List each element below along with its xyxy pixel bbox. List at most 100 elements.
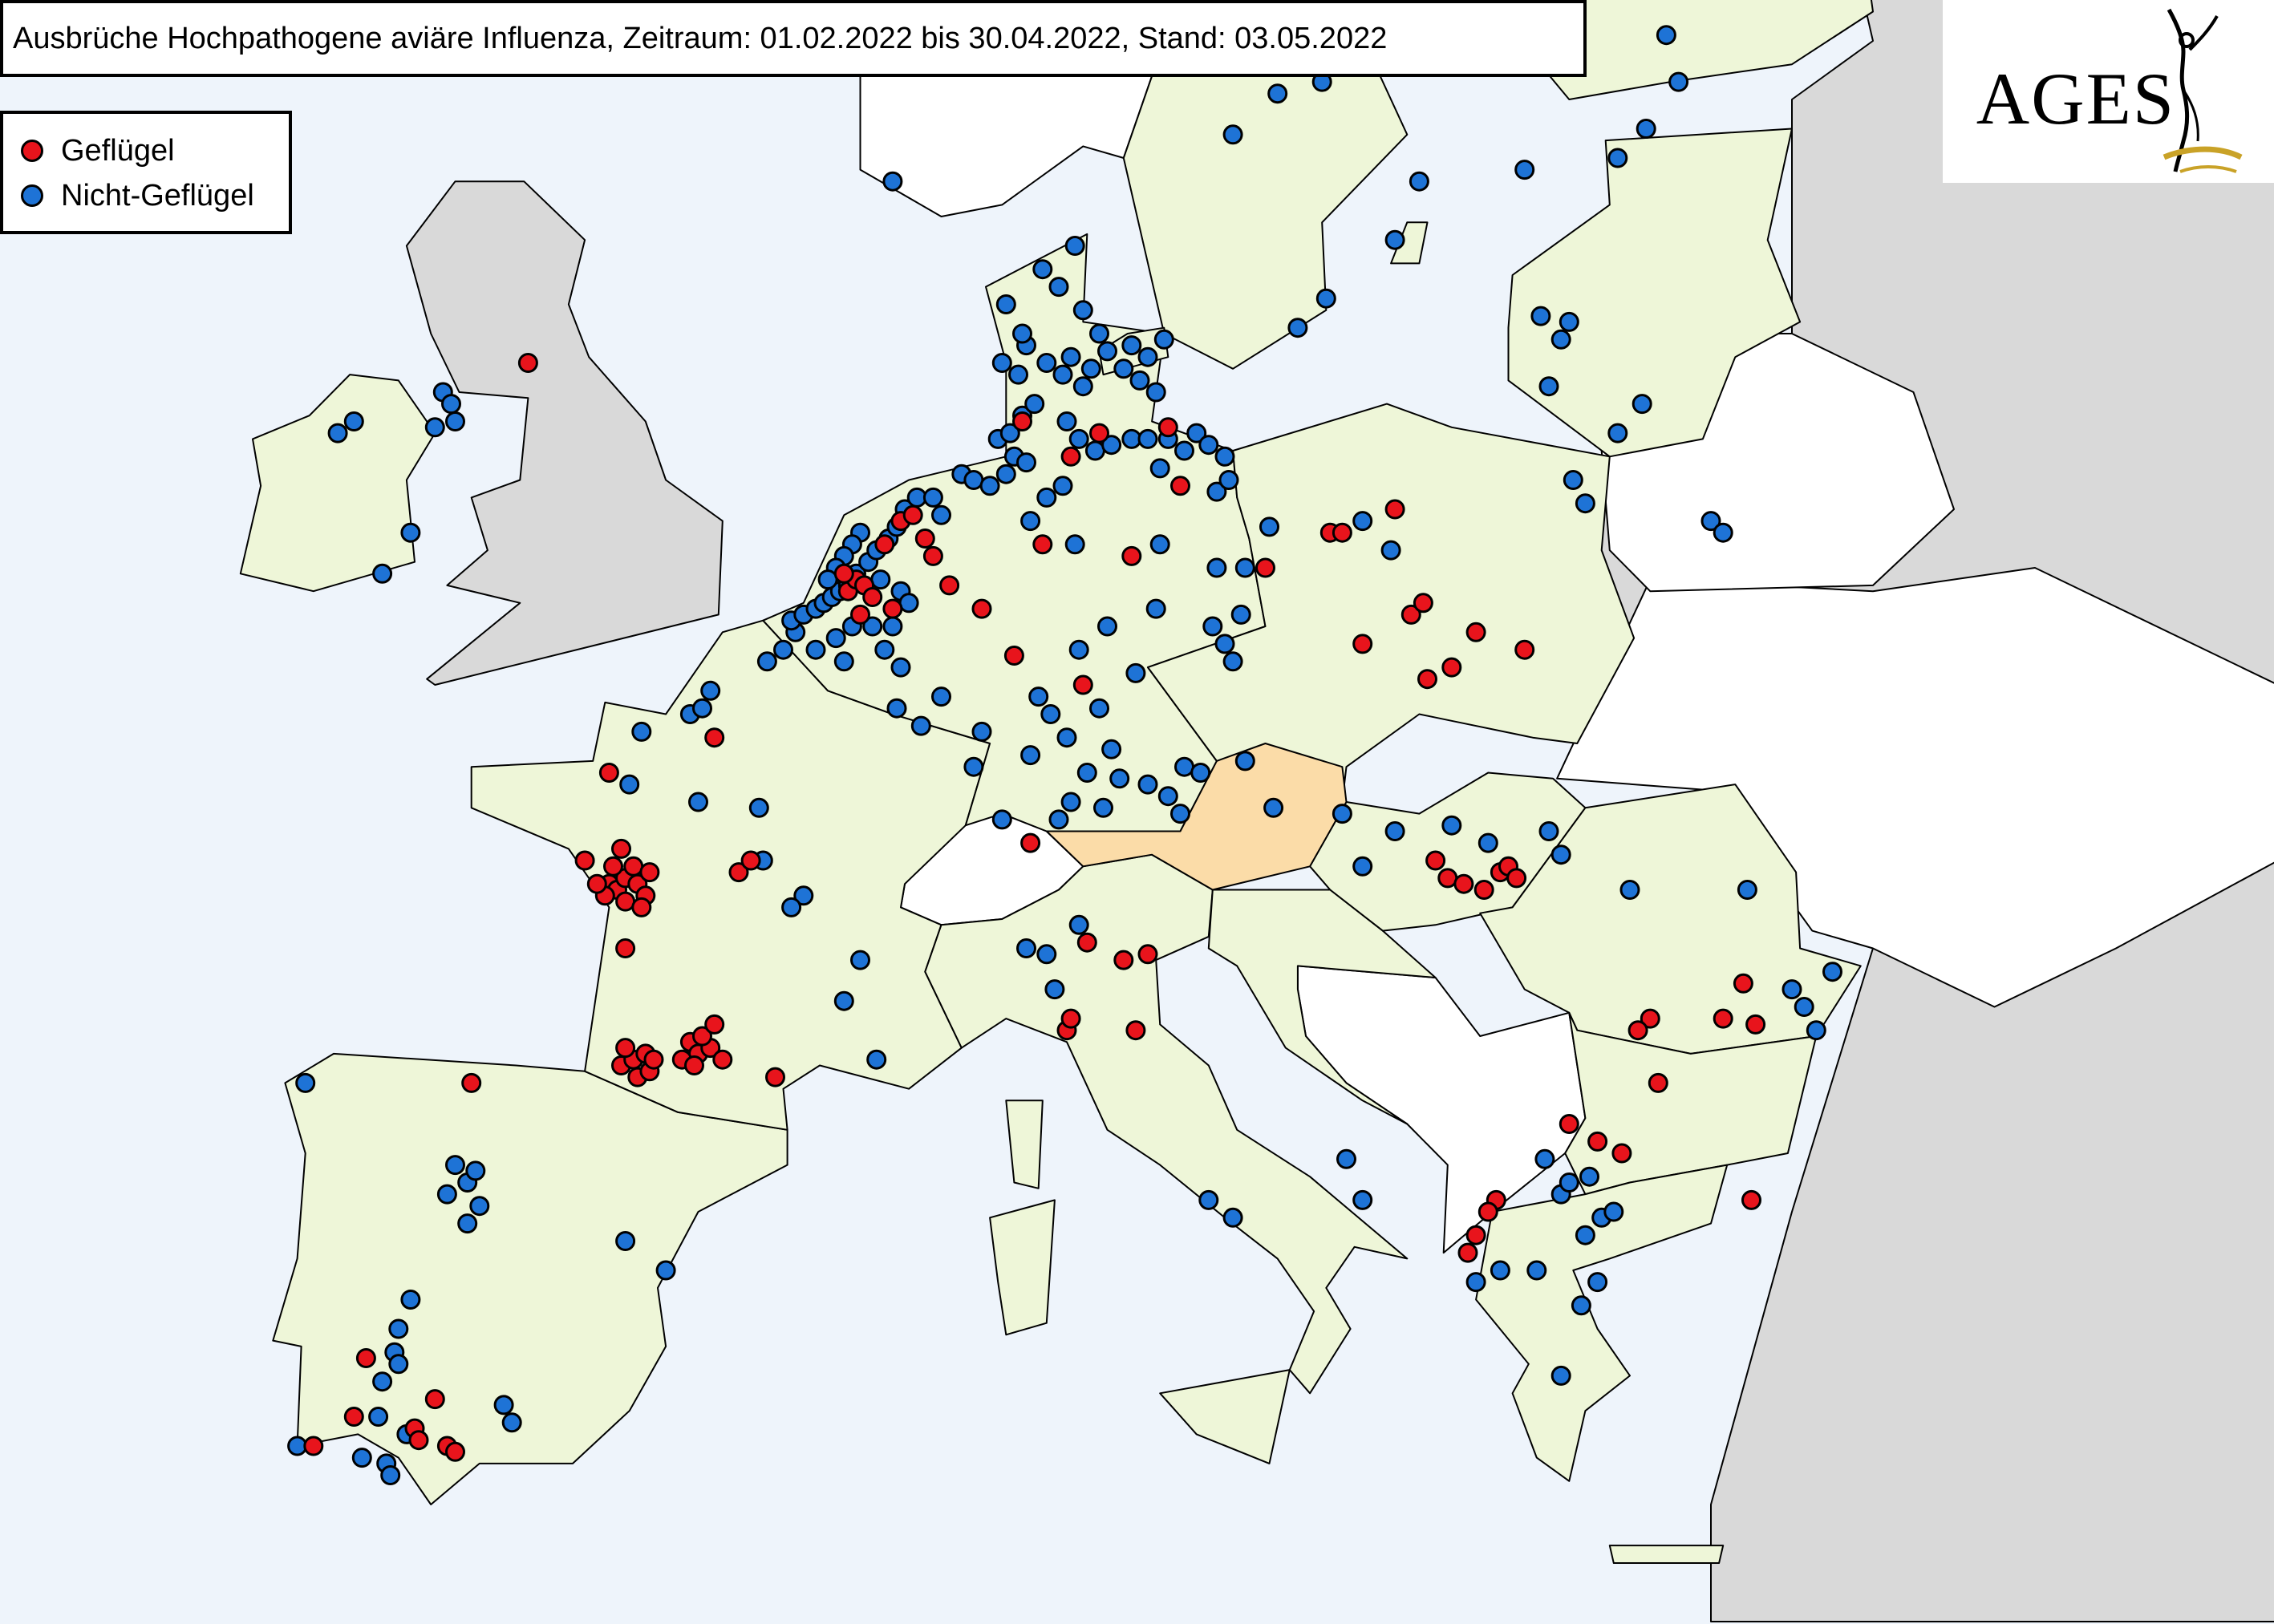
outbreak-point-non-poultry [1550,844,1571,865]
outbreak-point-non-poultry [1514,160,1535,180]
outbreak-point-poultry [1113,950,1134,970]
outbreak-point-poultry [598,763,619,783]
outbreak-point-non-poultry [1782,979,1802,1000]
outbreak-point-non-poultry [882,616,903,637]
outbreak-point-non-poultry [1259,516,1279,537]
outbreak-point-poultry [1072,674,1093,695]
outbreak-point-non-poultry [1794,997,1814,1017]
outbreak-point-non-poultry [700,680,721,701]
outbreak-point-poultry [874,534,895,555]
outbreak-point-non-poultry [1068,428,1089,449]
outbreak-point-non-poultry [833,990,854,1011]
outbreak-point-poultry [1457,1242,1478,1263]
outbreak-point-non-poultry [1101,435,1122,456]
poland-czech-slovakia-land [1147,403,1636,803]
outbreak-point-non-poultry [963,756,984,777]
outbreak-point-non-poultry [1206,557,1227,578]
outbreak-point-non-poultry [1218,470,1239,490]
outbreak-point-non-poultry [688,792,708,812]
outbreak-point-non-poultry [1052,364,1073,385]
outbreak-point-poultry [1384,499,1405,520]
outbreak-point-poultry [1032,534,1053,555]
outbreak-point-non-poultry [1352,511,1373,532]
outbreak-point-non-poultry [400,1290,421,1310]
outbreak-point-non-poultry [1157,786,1178,807]
outbreak-point-poultry [615,1038,636,1059]
outbreak-point-non-poultry [781,897,802,917]
outbreak-point-non-poultry [1016,938,1036,958]
outbreak-point-non-poultry [1384,821,1405,841]
outbreak-point-poultry [1012,411,1032,431]
outbreak-point-poultry [1060,446,1081,467]
outbreak-point-non-poultry [817,569,838,590]
outbreak-point-non-poultry [1822,962,1842,982]
outbreak-point-non-poultry [1064,534,1085,555]
outbreak-point-non-poultry [1477,832,1498,853]
outbreak-point-poultry [1255,557,1275,578]
outbreak-point-non-poultry [850,950,870,970]
outbreak-point-non-poultry [1145,598,1166,619]
outbreak-point-poultry [343,1407,364,1427]
outbreak-point-non-poultry [862,616,883,637]
outbreak-point-non-poultry [1336,1148,1356,1169]
austria-land [1045,743,1348,891]
outbreak-point-non-poultry [493,1395,514,1415]
outbreak-point-non-poultry [1230,604,1251,625]
outbreak-point-non-poultry [931,504,951,525]
outbreak-point-non-poultry [655,1260,676,1281]
outbreak-point-non-poultry [874,639,895,660]
outbreak-point-non-poultry [692,698,712,719]
outbreak-point-non-poultry [793,885,814,906]
outbreak-point-poultry [1089,423,1109,443]
outbreak-point-non-poultry [465,1160,486,1181]
outbreak-point-poultry [1352,634,1373,654]
outbreak-point-non-poultry [1550,1365,1571,1386]
outbreak-point-non-poultry [833,651,854,672]
outbreak-point-non-poultry [866,1049,887,1070]
outbreak-point-non-poultry [1222,124,1243,145]
outbreak-point-non-poultry [1145,382,1166,403]
outbreak-point-non-poultry [457,1213,478,1234]
outbreak-point-non-poultry [615,1231,636,1251]
map-title: Ausbrüche Hochpathogene aviäre Influenza… [13,22,1388,55]
outbreak-point-poultry [971,598,992,619]
outbreak-point-poultry [712,1049,733,1070]
outbreak-point-non-poultry [380,1465,401,1485]
outbreak-point-poultry [1733,973,1753,994]
outbreak-point-non-poultry [882,171,903,192]
legend: Geflügel Nicht-Geflügel [0,111,292,234]
outbreak-point-non-poultry [619,774,640,795]
corsica-land [1005,1100,1044,1189]
outbreak-point-non-poultry [1149,458,1170,479]
outbreak-point-non-poultry [748,797,769,818]
outbreak-point-poultry [833,563,854,584]
outbreak-point-non-poultry [1563,470,1583,490]
slovenia-croatia-land [1207,889,1437,1125]
outbreak-point-non-poultry [991,353,1012,373]
outbreak-point-non-poultry [343,411,364,431]
outbreak-point-non-poultry [979,476,1000,496]
outbreak-point-non-poultry [898,593,919,614]
outbreak-point-poultry [631,897,652,917]
outbreak-point-non-poultry [1579,1166,1599,1187]
outbreak-point-poultry [1506,868,1527,889]
outbreak-point-poultry [882,598,903,619]
outbreak-point-non-poultry [1072,300,1093,321]
outbreak-point-non-poultry [351,1448,372,1468]
outbreak-point-poultry [355,1348,376,1368]
outbreak-point-non-poultry [991,809,1012,830]
outbreak-point-non-poultry [1603,1201,1624,1222]
outbreak-point-non-poultry [1575,1225,1595,1245]
outbreak-point-non-poultry [1174,440,1194,461]
outbreak-point-non-poultry [1559,311,1579,332]
outbreak-point-non-poultry [910,715,931,736]
outbreak-point-non-poultry [1202,616,1223,637]
outbreak-point-non-poultry [1044,979,1065,1000]
outbreak-point-non-poultry [1137,428,1158,449]
outbreak-point-non-poultry [995,294,1016,314]
outbreak-point-non-poultry [1534,1148,1555,1169]
outbreak-point-non-poultry [1538,376,1559,397]
outbreak-point-poultry [684,1055,704,1075]
outbreak-point-non-poultry [1530,306,1551,326]
